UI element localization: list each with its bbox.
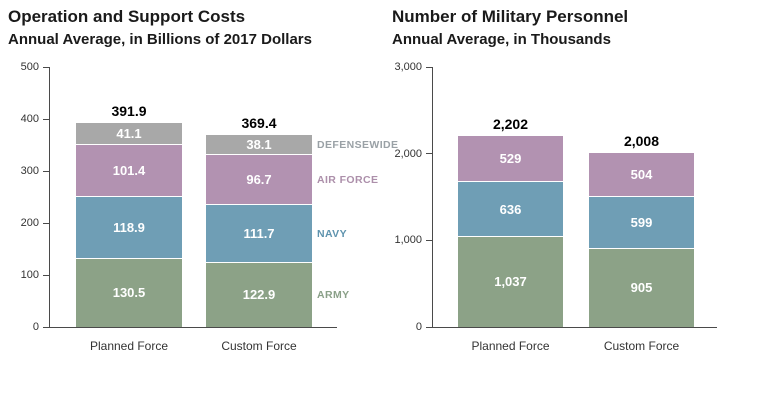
y-tick-label: 0 bbox=[32, 321, 39, 333]
x-axis-line bbox=[432, 327, 717, 328]
y-tick-mark bbox=[43, 66, 49, 68]
bar-segment-air-force-custom-force bbox=[206, 154, 312, 205]
costs-plot-area: 0 100 200 300 400 500 130.5 118.9 101.4 41.1 391.9… bbox=[20, 61, 398, 353]
personnel-chart-title: Number of Military Personnel bbox=[392, 7, 629, 26]
y-axis-line bbox=[49, 67, 50, 327]
costs-chart: Operation and Support Costs Annual Avera… bbox=[8, 6, 398, 353]
bar-segment-navy-custom-force bbox=[206, 205, 312, 264]
legend-label-navy: NAVY bbox=[317, 228, 347, 241]
segment-value-label: 636 bbox=[499, 201, 522, 217]
personnel-chart-subtitle: Annual Average, in Thousands bbox=[392, 30, 611, 48]
y-tick-label: 2,000 bbox=[394, 147, 422, 160]
bar-segment-navy-planned-force bbox=[76, 197, 182, 260]
segment-value-label: 504 bbox=[630, 166, 653, 182]
y-tick-mark bbox=[43, 222, 49, 224]
y-tick-label: 500 bbox=[20, 61, 39, 73]
segment-value-label: 101.4 bbox=[112, 162, 146, 178]
segment-value-label: 529 bbox=[499, 151, 522, 167]
y-tick-label: 0 bbox=[415, 321, 422, 333]
legend-label-defensewide: DEFENSEWIDE bbox=[317, 138, 399, 151]
y-tick-mark bbox=[426, 153, 432, 155]
segment-value-label: 96.7 bbox=[246, 171, 272, 187]
y-tick-label: 400 bbox=[20, 113, 39, 125]
segment-value-label: 905 bbox=[630, 279, 653, 295]
category-label: Planned Force bbox=[89, 339, 169, 353]
y-tick-mark bbox=[426, 66, 432, 68]
bar-segment-army-custom-force bbox=[589, 248, 694, 327]
y-tick-label: 200 bbox=[20, 217, 39, 229]
category-label: Planned Force bbox=[471, 339, 550, 353]
bar-segment-defensewide-custom-force bbox=[206, 134, 312, 155]
segment-value-label: 122.9 bbox=[242, 287, 276, 303]
bar-total-label: 391.9 bbox=[111, 103, 147, 120]
category-label: Custom Force bbox=[603, 339, 680, 353]
bar-segment-air-force-custom-force bbox=[589, 152, 694, 197]
bar-segment-defensewide-planned-force bbox=[76, 123, 182, 145]
y-tick-mark bbox=[43, 118, 49, 120]
x-axis-line bbox=[49, 327, 337, 328]
costs-title-block: Operation and Support Costs Annual Avera… bbox=[8, 6, 312, 50]
personnel-plot-area: 0 1,000 2,000 3,000 1,037 636 529 2,202 Planned … bbox=[384, 0, 759, 411]
bar-segment-air-force-planned-force bbox=[76, 144, 182, 198]
segment-value-label: 38.1 bbox=[246, 136, 272, 152]
bar-segment-army-custom-force bbox=[206, 263, 312, 327]
y-tick-label: 1,000 bbox=[394, 234, 422, 247]
y-axis-line bbox=[432, 67, 433, 327]
category-label: Custom Force bbox=[221, 339, 297, 353]
segment-value-label: 111.7 bbox=[243, 226, 275, 242]
legend-label-air-force: AIR FORCE bbox=[317, 173, 379, 186]
personnel-title-block: Number of Military Personnel Annual Aver… bbox=[392, 6, 628, 50]
y-tick-label: 100 bbox=[20, 269, 39, 281]
bar-segment-navy-custom-force bbox=[589, 196, 694, 249]
costs-chart-subtitle: Annual Average, in Billions of 2017 Doll… bbox=[8, 30, 312, 48]
segment-value-label: 130.5 bbox=[112, 285, 146, 301]
y-tick-mark bbox=[43, 326, 49, 328]
bar-total-label: 369.4 bbox=[241, 114, 277, 131]
y-tick-mark bbox=[426, 326, 432, 328]
y-tick-mark bbox=[43, 274, 49, 276]
bar-segment-army-planned-force bbox=[76, 259, 182, 327]
bar-segment-navy-planned-force bbox=[458, 182, 563, 238]
bar-segment-air-force-planned-force bbox=[458, 136, 563, 182]
y-tick-mark bbox=[426, 239, 432, 241]
y-tick-label: 300 bbox=[20, 165, 39, 177]
bar-segment-army-planned-force bbox=[458, 237, 563, 327]
costs-chart-title: Operation and Support Costs bbox=[8, 7, 246, 26]
y-tick-mark bbox=[43, 170, 49, 172]
y-tick-label: 3,000 bbox=[394, 61, 422, 73]
segment-value-label: 41.1 bbox=[116, 125, 142, 141]
segment-value-label: 1,037 bbox=[494, 274, 527, 290]
personnel-chart: Number of Military Personnel Annual Aver… bbox=[384, 0, 759, 411]
bar-total-label: 2,202 bbox=[492, 116, 529, 133]
segment-value-label: 118.9 bbox=[113, 220, 145, 236]
legend-label-army: ARMY bbox=[317, 289, 350, 302]
bar-total-label: 2,008 bbox=[623, 132, 660, 149]
segment-value-label: 599 bbox=[630, 214, 653, 230]
